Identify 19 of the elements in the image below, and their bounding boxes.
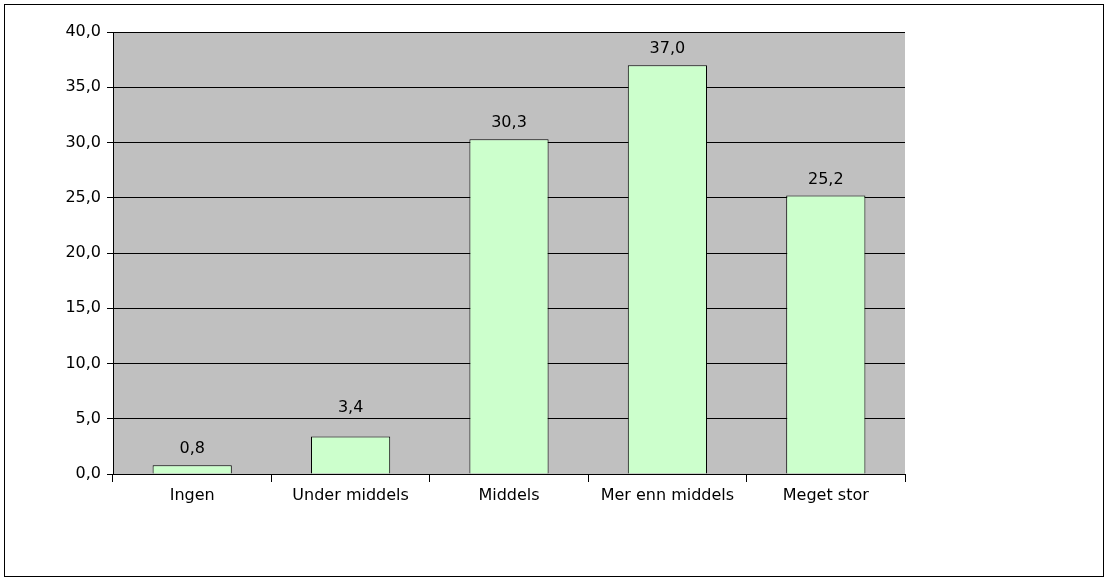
x-tick-label: Mer enn middels	[600, 484, 735, 504]
y-tick-label: 15,0	[65, 297, 101, 317]
y-tick-label: 20,0	[65, 242, 101, 262]
data-label: 37,0	[649, 38, 686, 58]
data-label: 3,4	[337, 396, 364, 416]
data-label: 30,3	[491, 112, 527, 132]
y-tick-label: 0,0	[75, 463, 101, 483]
y-tick-label: 30,0	[65, 131, 101, 151]
data-label: 0,8	[179, 438, 205, 458]
y-tick-label: 5,0	[75, 407, 101, 427]
data-label: 25,2	[807, 168, 844, 188]
x-tick-label: Ingen	[169, 484, 215, 504]
y-tick-label: 25,0	[65, 186, 101, 206]
x-tick-label: Under middels	[292, 484, 409, 504]
x-tick-label: Middels	[478, 484, 540, 504]
x-tick-label: Meget stor	[782, 484, 870, 504]
y-tick-label: 35,0	[65, 76, 101, 96]
y-tick-label: 10,0	[65, 352, 101, 372]
y-tick-label: 40,0	[65, 21, 101, 41]
